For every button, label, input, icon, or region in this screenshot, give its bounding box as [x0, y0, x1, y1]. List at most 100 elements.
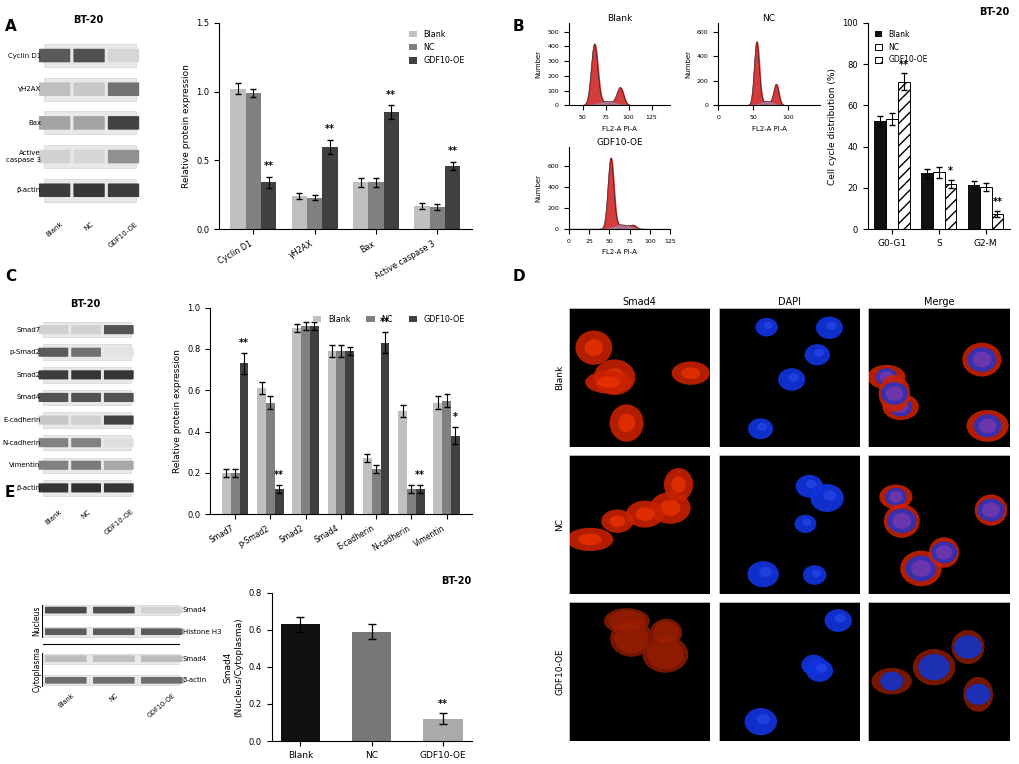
- FancyBboxPatch shape: [108, 49, 139, 63]
- Ellipse shape: [815, 664, 826, 673]
- Text: Blank: Blank: [44, 508, 63, 526]
- FancyBboxPatch shape: [44, 675, 179, 685]
- Bar: [873, 121, 886, 229]
- Text: **: **: [379, 317, 389, 327]
- Ellipse shape: [977, 419, 996, 433]
- FancyBboxPatch shape: [71, 461, 101, 470]
- Ellipse shape: [756, 714, 769, 724]
- FancyBboxPatch shape: [104, 484, 133, 493]
- Bar: [380, 343, 389, 514]
- FancyBboxPatch shape: [39, 183, 70, 197]
- Ellipse shape: [626, 500, 663, 528]
- Ellipse shape: [758, 567, 771, 577]
- Ellipse shape: [763, 322, 772, 329]
- Text: *: *: [452, 413, 458, 422]
- Text: GDF10-OE: GDF10-OE: [108, 221, 140, 248]
- Bar: [292, 329, 301, 514]
- Text: **: **: [386, 90, 396, 100]
- Bar: [230, 89, 246, 229]
- Bar: [450, 435, 460, 514]
- Ellipse shape: [981, 503, 999, 517]
- FancyBboxPatch shape: [141, 628, 182, 635]
- Bar: [397, 411, 407, 514]
- Ellipse shape: [870, 668, 911, 694]
- Ellipse shape: [609, 404, 643, 442]
- Text: BT-20: BT-20: [70, 299, 100, 309]
- Bar: [407, 489, 416, 514]
- Text: A: A: [5, 19, 17, 34]
- Y-axis label: Smad4
(Nucleus/Cytoplasma): Smad4 (Nucleus/Cytoplasma): [223, 617, 243, 717]
- FancyBboxPatch shape: [71, 416, 101, 425]
- Ellipse shape: [596, 377, 620, 388]
- Ellipse shape: [878, 484, 912, 509]
- Bar: [441, 400, 450, 514]
- FancyBboxPatch shape: [45, 607, 87, 613]
- Text: Nucleus: Nucleus: [33, 606, 42, 636]
- FancyBboxPatch shape: [108, 116, 139, 130]
- FancyBboxPatch shape: [73, 150, 105, 163]
- Ellipse shape: [917, 654, 949, 680]
- Ellipse shape: [603, 368, 625, 386]
- Ellipse shape: [805, 480, 816, 489]
- Y-axis label: Blank: Blank: [555, 364, 564, 390]
- Bar: [363, 458, 371, 514]
- Ellipse shape: [804, 344, 829, 365]
- Y-axis label: Relative protein expression: Relative protein expression: [181, 64, 191, 188]
- Ellipse shape: [974, 494, 1007, 526]
- FancyBboxPatch shape: [44, 78, 136, 101]
- Legend: Blank, NC, GDF10-OE: Blank, NC, GDF10-OE: [310, 312, 467, 327]
- Text: **: **: [274, 470, 284, 480]
- Bar: [979, 187, 990, 229]
- Ellipse shape: [649, 492, 690, 524]
- Ellipse shape: [618, 413, 635, 432]
- Ellipse shape: [671, 476, 685, 493]
- Bar: [239, 364, 248, 514]
- Text: N-cadherin: N-cadherin: [2, 439, 41, 445]
- Text: BT-20: BT-20: [978, 7, 1009, 17]
- Ellipse shape: [893, 401, 907, 413]
- Ellipse shape: [642, 636, 688, 672]
- Bar: [336, 351, 344, 514]
- FancyBboxPatch shape: [108, 183, 139, 197]
- FancyBboxPatch shape: [45, 628, 87, 635]
- Ellipse shape: [910, 560, 930, 577]
- Ellipse shape: [801, 655, 825, 675]
- Ellipse shape: [608, 516, 625, 527]
- Ellipse shape: [928, 537, 958, 568]
- Bar: [280, 624, 320, 741]
- Text: NC: NC: [84, 221, 95, 231]
- Bar: [932, 173, 944, 229]
- Text: Histone H3: Histone H3: [182, 629, 221, 635]
- Y-axis label: Cell cycle distribution (%): Cell cycle distribution (%): [827, 67, 836, 185]
- Ellipse shape: [649, 619, 682, 646]
- Text: Smad4: Smad4: [182, 656, 207, 662]
- Ellipse shape: [882, 504, 919, 538]
- Ellipse shape: [802, 519, 811, 526]
- FancyBboxPatch shape: [39, 348, 68, 357]
- FancyBboxPatch shape: [104, 348, 133, 357]
- FancyBboxPatch shape: [44, 179, 136, 202]
- Text: GDF10-OE: GDF10-OE: [103, 508, 135, 536]
- Ellipse shape: [866, 364, 905, 389]
- Ellipse shape: [879, 672, 902, 691]
- Ellipse shape: [881, 393, 918, 420]
- Ellipse shape: [884, 488, 906, 506]
- FancyBboxPatch shape: [71, 325, 101, 334]
- FancyBboxPatch shape: [73, 116, 105, 130]
- Ellipse shape: [934, 545, 952, 559]
- Ellipse shape: [755, 318, 777, 336]
- Ellipse shape: [757, 423, 766, 431]
- X-axis label: FL2-A PI-A: FL2-A PI-A: [601, 250, 636, 255]
- FancyBboxPatch shape: [39, 484, 68, 493]
- FancyBboxPatch shape: [73, 49, 105, 63]
- FancyBboxPatch shape: [39, 416, 68, 425]
- Ellipse shape: [802, 565, 825, 584]
- Ellipse shape: [889, 397, 911, 416]
- Ellipse shape: [584, 339, 602, 356]
- Text: Bax: Bax: [28, 120, 41, 126]
- FancyBboxPatch shape: [44, 345, 130, 360]
- Text: **: **: [415, 470, 425, 480]
- Ellipse shape: [653, 621, 679, 643]
- Ellipse shape: [811, 569, 820, 577]
- FancyBboxPatch shape: [44, 390, 130, 405]
